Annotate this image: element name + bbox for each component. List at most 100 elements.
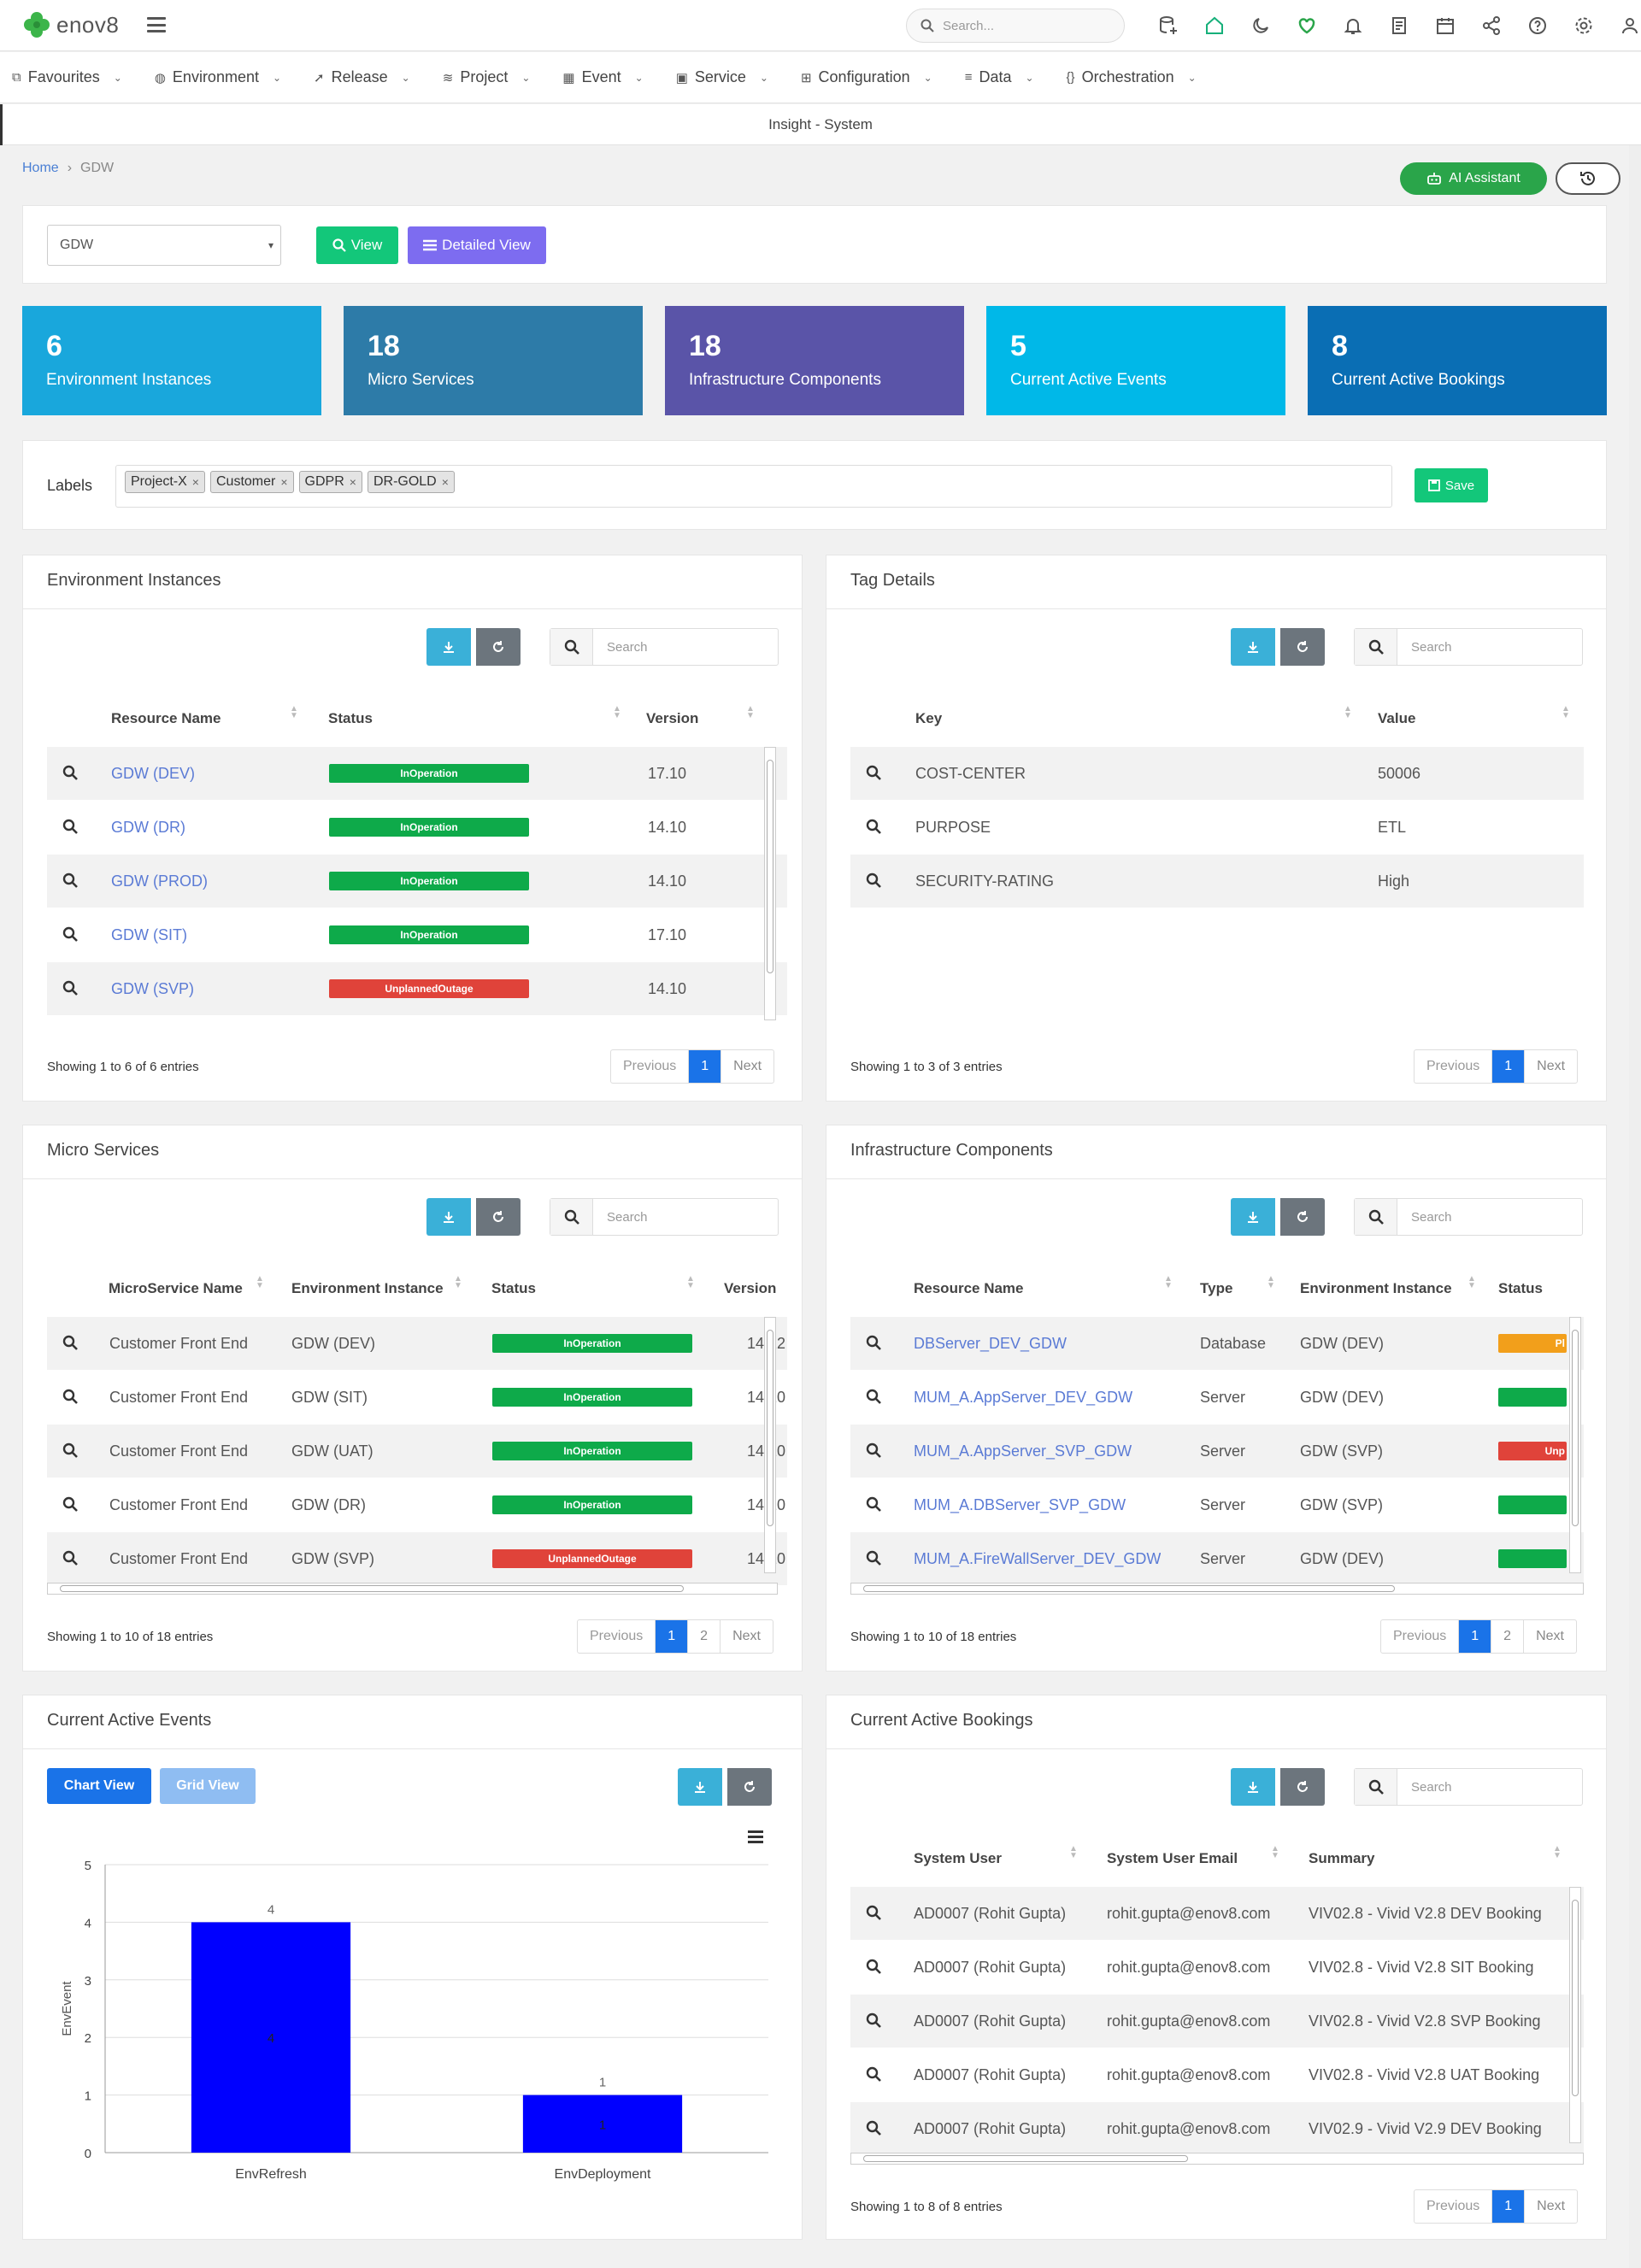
labels-input[interactable]: Project-X × Customer × GDPR × DR-GOLD × [115,465,1392,508]
system-select[interactable]: GDW [47,225,281,266]
column-header[interactable]: Type [1200,1280,1233,1296]
table-row[interactable]: AD0007 (Rohit Gupta) rohit.gupta@enov8.co… [850,1941,1584,1994]
next-page-button[interactable]: Next [732,1629,761,1643]
column-header[interactable]: Status [328,710,373,726]
table-row[interactable]: GDW (SVP) UnplannedOutage 14.10 [47,962,787,1015]
table-row[interactable]: PURPOSE ETL [850,801,1584,854]
page-button[interactable]: 1 [1492,2190,1526,2223]
remove-tag-icon[interactable]: × [349,475,356,489]
resource-name-link[interactable]: GDW (DEV) [111,765,195,782]
history-button[interactable] [1556,162,1620,195]
page-button[interactable]: 2 [688,1620,721,1653]
table-vertical-scrollbar[interactable] [764,1317,776,1573]
column-header[interactable]: System User Email [1107,1850,1238,1866]
detailed-view-button[interactable]: Detailed View [408,226,546,264]
sort-icon[interactable]: ▲ ▼ [1553,1844,1562,1860]
refresh-button[interactable] [476,628,521,666]
bar[interactable] [522,2095,683,2153]
scroll-thumb[interactable] [60,1585,684,1592]
view-details-icon[interactable] [866,1959,881,1978]
remove-tag-icon[interactable]: × [191,475,199,489]
resource-name-link[interactable]: GDW (SVP) [111,980,194,997]
resource-name-link[interactable]: GDW (PROD) [111,873,208,890]
bar[interactable] [191,1922,351,2153]
column-header[interactable]: Environment Instance [1300,1280,1452,1296]
resource-name-link[interactable]: MUM_A.FireWallServer_DEV_GDW [914,1550,1162,1567]
download-button[interactable] [1231,628,1275,666]
remove-tag-icon[interactable]: × [441,475,449,489]
table-search-input[interactable]: Search [550,1198,779,1236]
moon-icon[interactable] [1238,14,1284,38]
sort-icon[interactable]: ▲ ▼ [1467,1274,1476,1290]
refresh-button[interactable] [727,1768,772,1806]
table-row[interactable]: DBServer_DEV_GDW Database GDW (DEV) Pl [850,1317,1584,1370]
view-details-icon[interactable] [866,1442,881,1462]
refresh-button[interactable] [1280,1198,1325,1236]
refresh-button[interactable] [476,1198,521,1236]
previous-page-button[interactable]: Previous [578,1620,656,1653]
scroll-thumb[interactable] [1572,1900,1579,2096]
column-header[interactable]: Status [491,1280,536,1296]
table-row[interactable]: GDW (PROD) InOperation 14.10 [47,855,787,908]
sort-icon[interactable]: ▲ ▼ [290,704,298,720]
breadcrumb-home[interactable]: Home [22,161,59,175]
view-details-icon[interactable] [866,1905,881,1924]
page-button[interactable]: 1 [1459,1620,1492,1653]
database-add-icon[interactable] [1145,14,1191,38]
table-row[interactable]: SECURITY-RATING High [850,855,1584,908]
chart-view-button[interactable]: Chart View [47,1768,151,1804]
table-row[interactable]: Customer Front End GDW (SVP) UnplannedOuta… [47,1532,787,1585]
brand-logo[interactable]: enov8 [22,10,119,39]
table-row[interactable]: MUM_A.FireWallServer_DEV_GDW Server GDW (D… [850,1532,1584,1585]
table-row[interactable]: AD0007 (Rohit Gupta) rohit.gupta@enov8.co… [850,1995,1584,2048]
column-header[interactable]: System User [914,1850,1003,1866]
stat-card[interactable]: 8 Current Active Bookings [1308,306,1607,415]
stat-card[interactable]: 18 Infrastructure Components [665,306,964,415]
column-header[interactable]: Status [1498,1280,1543,1296]
menu-project[interactable]: ≋ Project ⌄ [443,68,531,86]
view-details-icon[interactable] [62,980,78,1000]
table-vertical-scrollbar[interactable] [764,747,776,1020]
next-page-button[interactable]: Next [1536,1629,1564,1643]
menu-event[interactable]: ▦ Event ⌄ [562,68,643,86]
page-button[interactable]: 2 [1491,1620,1525,1653]
table-row[interactable]: MUM_A.AppServer_SVP_GDW Server GDW (SVP) Un… [850,1425,1584,1478]
view-details-icon[interactable] [866,2012,881,2032]
sort-icon[interactable]: ▲ ▼ [1267,1274,1275,1290]
page-scrollbar[interactable] [1629,145,1641,2268]
resource-name-link[interactable]: DBServer_DEV_GDW [914,1335,1068,1352]
sort-icon[interactable]: ▲ ▼ [1271,1844,1279,1860]
view-details-icon[interactable] [62,926,78,946]
column-header[interactable]: Value [1378,710,1416,726]
column-header[interactable]: Resource Name [914,1280,1024,1296]
view-details-icon[interactable] [866,1496,881,1516]
table-vertical-scrollbar[interactable] [1569,1317,1581,1573]
ai-assistant-button[interactable]: AI Assistant [1400,162,1547,195]
resource-name-link[interactable]: GDW (SIT) [111,926,187,943]
scroll-thumb[interactable] [767,760,773,973]
menu-orchestration[interactable]: {} Orchestration ⌄ [1067,68,1197,86]
table-search-input[interactable]: Search [1354,628,1583,666]
share-icon[interactable] [1468,14,1515,38]
sort-icon[interactable]: ▲ ▼ [686,1274,695,1290]
scroll-thumb[interactable] [1572,1330,1579,1526]
view-details-icon[interactable] [866,819,881,838]
previous-page-button[interactable]: Previous [1415,1050,1493,1083]
previous-page-button[interactable]: Previous [1381,1620,1460,1653]
page-button[interactable]: 1 [689,1050,722,1083]
help-icon[interactable] [1515,14,1561,38]
resource-name-link[interactable]: MUM_A.DBServer_SVP_GDW [914,1496,1126,1513]
table-search-input[interactable]: Search [550,628,779,666]
table-vertical-scrollbar[interactable] [1569,1887,1581,2143]
bell-icon[interactable] [1330,14,1376,38]
stat-card[interactable]: 5 Current Active Events [986,306,1285,415]
download-button[interactable] [678,1768,722,1806]
table-horizontal-scrollbar[interactable] [850,1583,1584,1595]
sort-icon[interactable]: ▲ ▼ [454,1274,462,1290]
table-row[interactable]: MUM_A.AppServer_DEV_GDW Server GDW (DEV) [850,1371,1584,1424]
table-search-input[interactable]: Search [1354,1768,1583,1806]
sort-icon[interactable]: ▲ ▼ [1344,704,1352,720]
stat-card[interactable]: 18 Micro Services [344,306,643,415]
